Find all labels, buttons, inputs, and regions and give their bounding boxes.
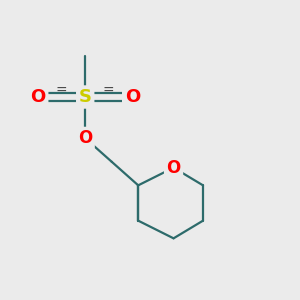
Text: O: O [78, 129, 92, 147]
Text: S: S [79, 88, 92, 106]
Text: O: O [167, 159, 181, 177]
Text: O: O [125, 88, 140, 106]
Text: O: O [31, 88, 46, 106]
Text: =: = [103, 83, 115, 98]
Text: =: = [56, 83, 68, 98]
